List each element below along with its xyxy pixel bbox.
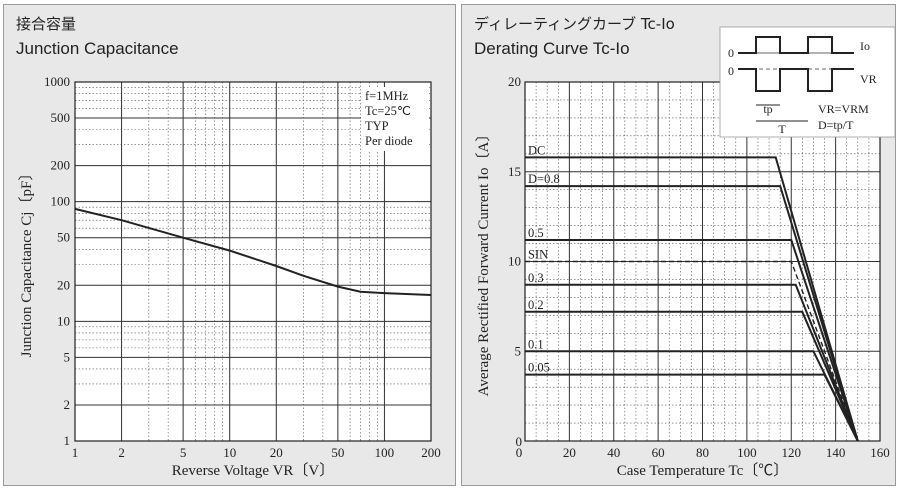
x-tick-label: 20	[270, 445, 283, 460]
capacitance-title-jp: 接合容量	[16, 15, 77, 33]
inset-tp-label: tp	[763, 102, 772, 116]
derating-chart: 0 20 40 60 80 100 120 140 160 5 10 15 20 0 DC D=0.8 0.5 S…	[475, 26, 896, 479]
derating-title-jp: ディレーティングカーブ Tc-Io	[474, 15, 675, 33]
annotation-box	[361, 87, 429, 151]
x-tick-label: 80	[696, 445, 709, 460]
capacitance-panel: 接合容量 Junction Capacitance 1 2 5 10 20 50 100 20…	[3, 4, 456, 486]
derating-curve	[525, 310, 859, 442]
series-label: DC	[528, 143, 545, 157]
y-axis-label: Junction Capacitance Cj〔pF〕	[18, 166, 35, 358]
annotation-text: TYP	[365, 119, 389, 133]
series-label: 0.3	[528, 271, 544, 285]
y-tick-label: 500	[51, 110, 71, 125]
y-tick-label: 0	[516, 434, 523, 449]
waveform-inset: 0 0 Io VR tp T VR=VRM D=tp/T	[719, 26, 896, 138]
annotation-text: Tc=25℃	[365, 104, 411, 118]
derating-curve	[525, 156, 859, 442]
y-tick-label: 200	[51, 158, 71, 173]
inset-vr-eq: VR=VRM	[818, 102, 869, 116]
x-tick-label: 10	[223, 445, 236, 460]
x-tick-label: 50	[331, 445, 344, 460]
inset-t-label: T	[778, 122, 786, 136]
x-tick-label: 160	[870, 445, 890, 460]
x-tick-label: 2	[118, 445, 125, 460]
x-tick-label: 20	[563, 445, 576, 460]
x-axis-label: Case Temperature Tc〔℃〕	[617, 462, 788, 479]
x-tick-label: 140	[826, 445, 846, 460]
y-tick-label: 10	[508, 254, 521, 269]
inset-duty-eq: D=tp/T	[818, 118, 854, 132]
y-tick-label: 2	[64, 397, 71, 412]
y-tick-label: 50	[57, 230, 70, 245]
x-tick-label: 200	[421, 445, 441, 460]
series-label: SIN	[528, 248, 548, 262]
capacitance-title: Junction Capacitance	[16, 39, 179, 58]
y-tick-label: 5	[64, 349, 71, 364]
grid	[74, 81, 432, 442]
derating-title: Derating Curve Tc-Io	[474, 39, 630, 58]
series-label: 0.5	[528, 226, 544, 240]
x-tick-label: 100	[737, 445, 757, 460]
derating-panel: ディレーティングカーブ Tc-Io Derating Curve Tc-Io 0…	[461, 4, 896, 486]
x-tick-label: 120	[782, 445, 802, 460]
x-tick-label: 5	[180, 445, 187, 460]
y-tick-label: 100	[51, 194, 71, 209]
series-label: 0.05	[528, 361, 550, 375]
capacitance-chart: 1 2 5 10 20 50 100 200 1 2 5 10 20 50 100 200 500 1000 f=1…	[18, 74, 441, 479]
annotation-text: f=1MHz	[365, 89, 409, 103]
plot-frame	[74, 81, 432, 442]
y-tick-label: 20	[57, 277, 70, 292]
y-tick-label: 20	[508, 74, 521, 89]
derating-curve	[525, 239, 859, 442]
x-tick-label: 100	[375, 445, 395, 460]
series-label: 0.2	[528, 298, 544, 312]
capacitance-curve	[74, 207, 432, 296]
y-tick-label: 10	[57, 313, 70, 328]
inset-vr-label: VR	[860, 72, 877, 86]
series-label: D=0.8	[528, 172, 560, 186]
derating-curve	[525, 260, 859, 442]
inset-zero-label: 0	[728, 64, 734, 78]
voltage-waveform	[738, 68, 854, 92]
x-tick-label: 60	[652, 445, 665, 460]
annotation-text: Per diode	[365, 134, 413, 148]
derating-curve	[525, 373, 859, 442]
derating-curve	[525, 283, 859, 442]
x-tick-label: 1	[72, 445, 79, 460]
x-axis-label: Reverse Voltage VR〔V〕	[172, 462, 335, 479]
current-waveform	[738, 36, 854, 54]
inset-io-label: Io	[860, 39, 870, 53]
y-tick-label: 5	[515, 343, 522, 358]
derating-curve	[525, 185, 859, 442]
y-tick-label: 1000	[44, 74, 70, 89]
y-tick-label: 15	[508, 164, 521, 179]
inset-zero-label: 0	[728, 46, 734, 60]
y-tick-label: 1	[64, 433, 71, 448]
x-tick-label: 0	[516, 445, 523, 460]
y-axis-label: Average Rectified Forward Current Io〔A〕	[475, 127, 492, 397]
series-label: 0.1	[528, 337, 544, 351]
x-tick-label: 40	[607, 445, 620, 460]
